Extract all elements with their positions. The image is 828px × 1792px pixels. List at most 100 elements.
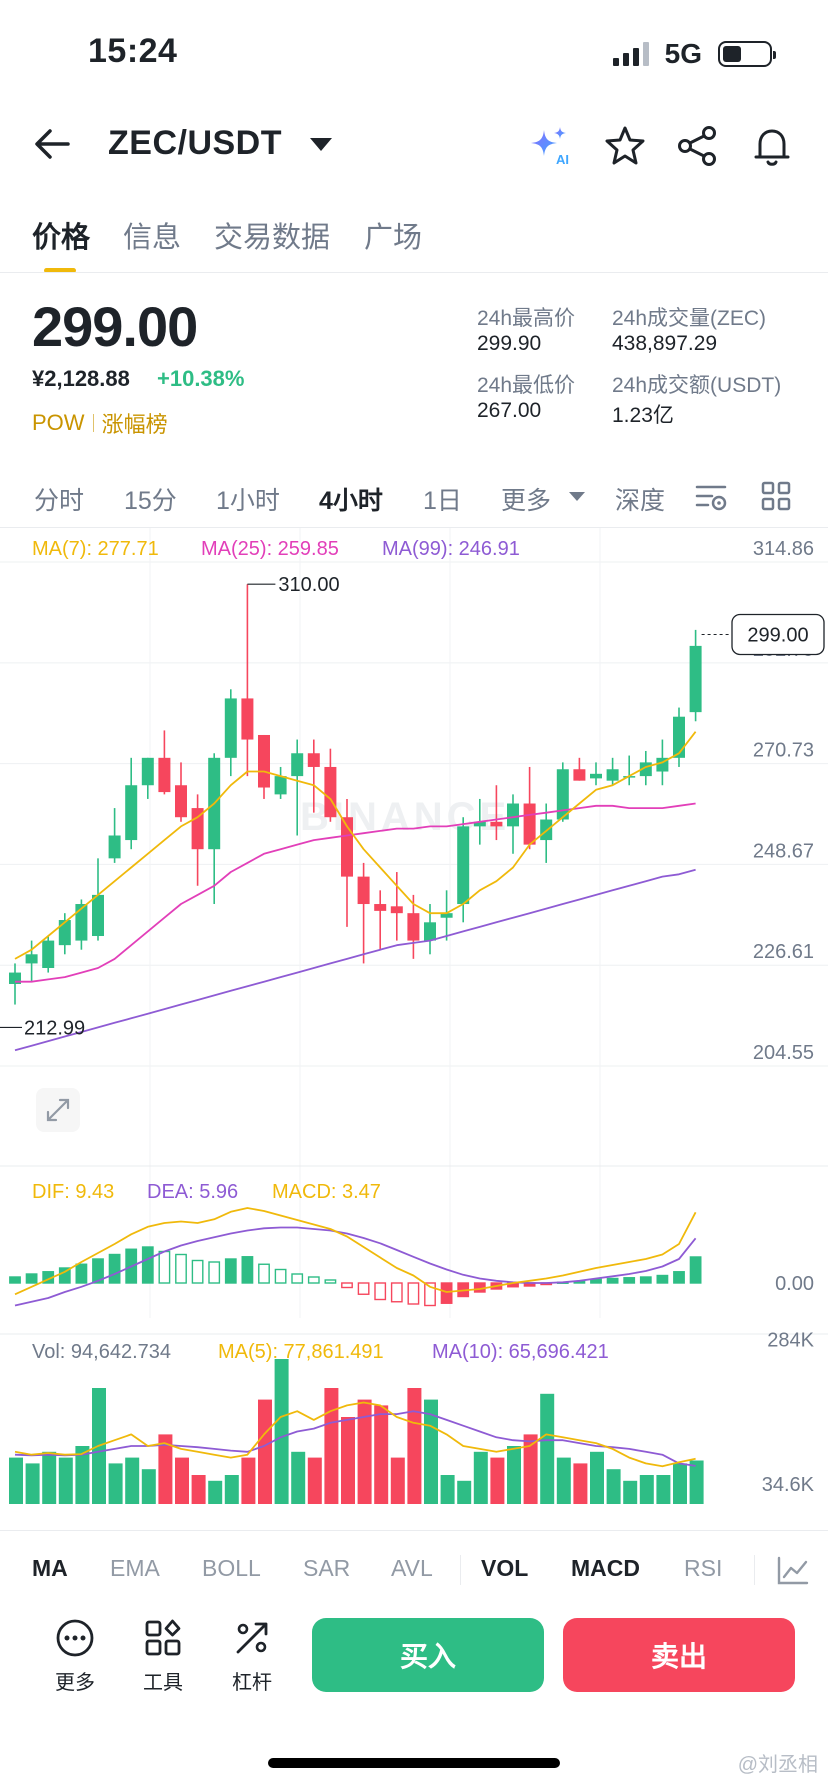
volume-bar bbox=[175, 1457, 189, 1504]
indicator-ema[interactable]: EMA bbox=[110, 1555, 160, 1581]
volume-bar bbox=[108, 1463, 123, 1504]
candle-body bbox=[556, 769, 569, 820]
dif-legend: DIF: 9.43 bbox=[32, 1181, 114, 1203]
chart-grid bbox=[0, 528, 828, 1335]
back-arrow-icon[interactable] bbox=[32, 124, 72, 164]
indicator-rsi[interactable]: RSI bbox=[684, 1555, 723, 1581]
volume-bar bbox=[374, 1405, 389, 1504]
layout-grid-icon[interactable] bbox=[760, 480, 792, 512]
tab-square[interactable]: 广场 bbox=[364, 222, 423, 254]
tag-pow[interactable]: POW bbox=[32, 410, 85, 435]
leverage-tool[interactable]: 杠杆 bbox=[217, 1618, 287, 1695]
volume-bar bbox=[407, 1388, 422, 1504]
tab-price[interactable]: 价格 bbox=[32, 222, 91, 254]
low-marker-label: 212.99 bbox=[24, 1017, 85, 1039]
volume-bar bbox=[457, 1480, 472, 1504]
volume-bar bbox=[590, 1451, 604, 1504]
volume-axis-label: 284K bbox=[767, 1329, 814, 1351]
macd-bar bbox=[656, 1274, 669, 1284]
indicator-boll[interactable]: BOLL bbox=[202, 1555, 261, 1581]
bell-icon[interactable] bbox=[750, 124, 794, 168]
last-price-label: 299.00 bbox=[747, 624, 808, 646]
pair-dropdown-icon[interactable] bbox=[310, 138, 332, 151]
chart-settings-icon[interactable] bbox=[694, 480, 728, 514]
indicator-sar[interactable]: SAR bbox=[303, 1555, 351, 1581]
macd-panel: 0.00 bbox=[9, 1207, 814, 1307]
candle-body bbox=[241, 698, 254, 740]
candle-body bbox=[125, 785, 138, 841]
candle-body bbox=[523, 803, 536, 845]
vol-ma10-legend: MA(10): 65,696.421 bbox=[432, 1341, 609, 1363]
indicator-macd[interactable]: MACD bbox=[571, 1555, 640, 1581]
more-caret-icon bbox=[569, 492, 585, 501]
candle-body bbox=[457, 826, 470, 905]
macd-bar bbox=[92, 1258, 104, 1284]
candle-body bbox=[490, 821, 503, 827]
low-label: 24h最低价 bbox=[477, 374, 576, 397]
volume-bar bbox=[623, 1480, 638, 1504]
ma99-legend: MA(99): 246.91 bbox=[382, 538, 520, 560]
interval-4h[interactable]: 4小时 bbox=[319, 487, 383, 515]
candle-body bbox=[92, 894, 104, 937]
interval-1h[interactable]: 1小时 bbox=[216, 487, 280, 515]
trading-pair-title[interactable]: ZEC/USDT bbox=[108, 124, 282, 162]
candle-body bbox=[224, 698, 237, 758]
candle-body bbox=[25, 954, 38, 964]
tag-gainers[interactable]: 涨幅榜 bbox=[101, 412, 168, 437]
volume-bar bbox=[440, 1475, 455, 1504]
star-icon[interactable] bbox=[603, 124, 647, 168]
price-tick-label: 226.61 bbox=[753, 941, 814, 963]
interval-divider bbox=[0, 527, 828, 528]
candle-body bbox=[108, 835, 121, 859]
candle-body bbox=[606, 769, 619, 781]
volume-legend: Vol: 94,642.734 bbox=[32, 1341, 171, 1363]
tabs-divider bbox=[0, 272, 828, 273]
buy-button[interactable]: 买入 bbox=[312, 1618, 544, 1692]
volume-bar bbox=[540, 1393, 555, 1504]
macd-bar bbox=[274, 1268, 287, 1284]
sell-button[interactable]: 卖出 bbox=[563, 1618, 795, 1692]
interval-depth[interactable]: 深度 bbox=[615, 487, 666, 515]
tab-info[interactable]: 信息 bbox=[123, 222, 182, 254]
more-tool[interactable]: 更多 bbox=[40, 1618, 110, 1695]
candle-body bbox=[689, 645, 702, 713]
volume-bar bbox=[639, 1475, 654, 1504]
dea-line bbox=[14, 1226, 697, 1307]
indicator-avl[interactable]: AVL bbox=[391, 1555, 433, 1581]
low-value: 267.00 bbox=[477, 399, 542, 422]
high-label: 24h最高价 bbox=[477, 307, 576, 330]
indicator-vol[interactable]: VOL bbox=[481, 1555, 529, 1581]
ma25-legend: MA(25): 259.85 bbox=[201, 538, 339, 560]
volume-bar bbox=[357, 1399, 372, 1504]
ma25-line bbox=[15, 802, 696, 983]
indicator-settings-icon[interactable] bbox=[776, 1555, 810, 1587]
ai-sparkle-icon[interactable]: AI bbox=[528, 124, 572, 168]
volume-bar bbox=[656, 1475, 671, 1504]
home-indicator bbox=[268, 1758, 560, 1768]
kline-chart[interactable]: BINANCE 314.86292.79270.73248.67226.6120… bbox=[0, 528, 828, 1508]
share-icon[interactable] bbox=[676, 124, 720, 168]
volume-bar bbox=[473, 1451, 488, 1504]
more-label: 更多 bbox=[55, 1672, 95, 1694]
interval-1d[interactable]: 1日 bbox=[423, 487, 462, 515]
macd-bar bbox=[58, 1267, 71, 1284]
expand-chart-icon[interactable] bbox=[36, 1088, 80, 1132]
volume-axis-label: 34.6K bbox=[762, 1474, 815, 1496]
tab-trading-data[interactable]: 交易数据 bbox=[214, 222, 331, 254]
price-tick-label: 270.73 bbox=[753, 740, 814, 762]
candle-body bbox=[42, 940, 55, 968]
tools-tool[interactable]: 工具 bbox=[128, 1618, 198, 1695]
ma-lines bbox=[14, 731, 697, 1052]
interval-more[interactable]: 更多 bbox=[501, 487, 552, 515]
volume-bar bbox=[689, 1460, 704, 1504]
macd-bar bbox=[291, 1273, 304, 1284]
macd-bar bbox=[324, 1279, 337, 1284]
interval-timeline[interactable]: 分时 bbox=[34, 487, 85, 515]
macd-bar bbox=[108, 1253, 121, 1284]
indicator-ma[interactable]: MA bbox=[32, 1555, 68, 1581]
candle-body bbox=[573, 769, 586, 781]
interval-15m[interactable]: 15分 bbox=[124, 487, 177, 515]
volume-bar bbox=[141, 1469, 156, 1504]
macd-bar bbox=[374, 1282, 387, 1301]
